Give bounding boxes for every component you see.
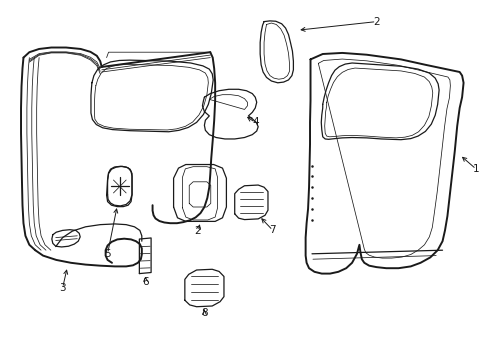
- Text: 1: 1: [472, 164, 479, 174]
- Text: 3: 3: [59, 283, 66, 293]
- Text: 8: 8: [201, 308, 207, 318]
- Text: 6: 6: [142, 276, 149, 287]
- Text: 7: 7: [269, 225, 276, 235]
- Text: 2: 2: [194, 226, 201, 236]
- Text: 4: 4: [251, 117, 258, 127]
- Text: 5: 5: [104, 249, 111, 259]
- Text: 2: 2: [372, 17, 379, 27]
